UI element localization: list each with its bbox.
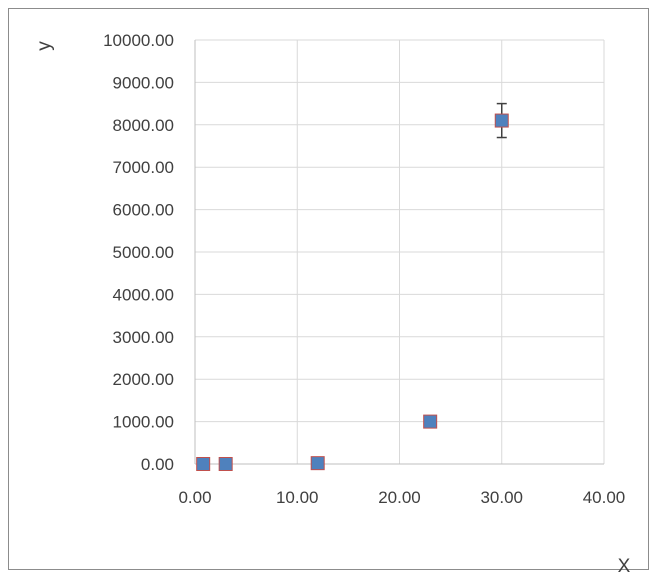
x-axis-title: X [618, 556, 631, 577]
data-point-marker [423, 414, 438, 429]
chart-area [8, 8, 649, 570]
x-axis-tick-labels: 0.00 10.00 20.00 30.00 40.00 [178, 488, 625, 507]
y-tick-label: 3000.00 [113, 328, 174, 347]
x-tick-label: 10.00 [276, 488, 319, 507]
x-tick-label: 40.00 [583, 488, 626, 507]
y-tick-label: 10000.00 [103, 31, 174, 50]
data-point-marker [218, 457, 233, 471]
y-tick-label: 9000.00 [113, 73, 174, 92]
y-tick-label: 0.00 [141, 455, 174, 474]
y-tick-label: 8000.00 [113, 116, 174, 135]
y-tick-label: 6000.00 [113, 201, 174, 220]
y-tick-label: 2000.00 [113, 370, 174, 389]
y-axis-title: y [34, 41, 55, 51]
data-point-marker [494, 113, 509, 128]
x-tick-label: 30.00 [480, 488, 523, 507]
gridlines [195, 39, 605, 464]
y-tick-label: 5000.00 [113, 243, 174, 262]
data-point-marker [310, 456, 325, 471]
y-axis-tick-labels: 0.00 1000.00 2000.00 3000.00 4000.00 5000.00 6… [103, 31, 174, 474]
x-tick-label: 0.00 [178, 488, 211, 507]
data-point-marker [196, 457, 211, 471]
axes [194, 40, 604, 465]
x-tick-label: 20.00 [378, 488, 421, 507]
y-tick-label: 1000.00 [113, 413, 174, 432]
data-points [196, 113, 509, 471]
y-tick-label: 4000.00 [113, 285, 174, 304]
y-tick-label: 7000.00 [113, 158, 174, 177]
